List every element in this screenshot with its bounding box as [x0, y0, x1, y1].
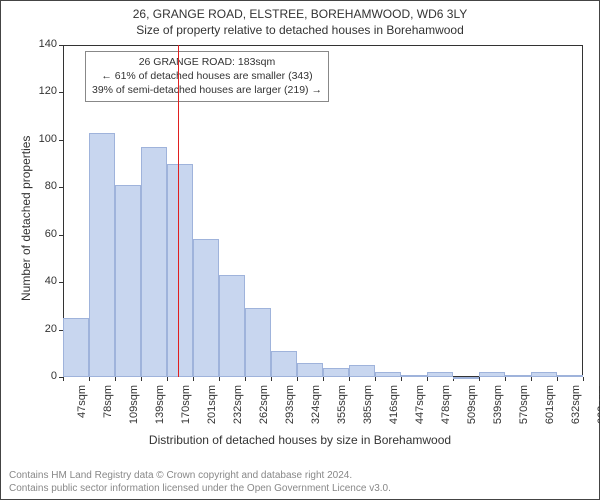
xtick-label: 662sqm — [596, 385, 600, 425]
histogram-bar — [557, 375, 583, 377]
xtick-label: 509sqm — [466, 385, 478, 425]
histogram-bar — [141, 147, 167, 377]
histogram-bar — [401, 375, 427, 377]
ytick-mark — [59, 187, 63, 188]
histogram-bar — [531, 372, 557, 377]
histogram-bar — [505, 375, 531, 377]
xtick-label: 416sqm — [388, 385, 400, 425]
xtick-mark — [401, 377, 402, 381]
footer: Contains HM Land Registry data © Crown c… — [9, 469, 391, 495]
ytick-mark — [59, 282, 63, 283]
histogram-bar — [453, 377, 479, 379]
xtick-label: 139sqm — [154, 385, 166, 425]
xtick-label: 47sqm — [76, 385, 88, 425]
histogram-bar — [63, 318, 89, 377]
xtick-label: 201sqm — [206, 385, 218, 425]
histogram-bar — [245, 308, 271, 377]
chart-subtitle: Size of property relative to detached ho… — [1, 23, 599, 37]
xtick-label: 447sqm — [414, 385, 426, 425]
histogram-bar — [479, 372, 505, 377]
xtick-label: 109sqm — [128, 385, 140, 425]
xtick-mark — [115, 377, 116, 381]
footer-line2: Contains public sector information licen… — [9, 482, 391, 495]
xtick-label: 262sqm — [258, 385, 270, 425]
x-axis-label: Distribution of detached houses by size … — [1, 433, 599, 447]
xtick-mark — [271, 377, 272, 381]
annotation-line3: 39% of semi-detached houses are larger (… — [92, 83, 322, 97]
histogram-bar — [323, 368, 349, 377]
ytick-label: 120 — [27, 85, 57, 97]
ytick-label: 20 — [27, 323, 57, 335]
ytick-mark — [59, 45, 63, 46]
histogram-bar — [89, 133, 115, 377]
ytick-mark — [59, 140, 63, 141]
xtick-mark — [141, 377, 142, 381]
ytick-label: 100 — [27, 133, 57, 145]
annotation-line2: ← 61% of detached houses are smaller (34… — [92, 69, 322, 83]
xtick-mark — [63, 377, 64, 381]
xtick-label: 78sqm — [102, 385, 114, 425]
xtick-mark — [479, 377, 480, 381]
xtick-mark — [193, 377, 194, 381]
ytick-label: 40 — [27, 275, 57, 287]
xtick-label: 601sqm — [544, 385, 556, 425]
ytick-mark — [59, 92, 63, 93]
xtick-mark — [89, 377, 90, 381]
histogram-bar — [349, 365, 375, 377]
histogram-bar — [115, 185, 141, 377]
xtick-label: 632sqm — [570, 385, 582, 425]
ytick-mark — [59, 235, 63, 236]
histogram-bar — [271, 351, 297, 377]
ytick-label: 80 — [27, 180, 57, 192]
histogram-bar — [427, 372, 453, 377]
xtick-label: 293sqm — [284, 385, 296, 425]
xtick-mark — [583, 377, 584, 381]
histogram-bar — [375, 372, 401, 377]
xtick-mark — [323, 377, 324, 381]
xtick-mark — [557, 377, 558, 381]
xtick-label: 385sqm — [362, 385, 374, 425]
annotation-box: 26 GRANGE ROAD: 183sqm ← 61% of detached… — [85, 51, 329, 102]
xtick-mark — [219, 377, 220, 381]
histogram-bar — [297, 363, 323, 377]
xtick-mark — [297, 377, 298, 381]
xtick-label: 478sqm — [440, 385, 452, 425]
xtick-label: 539sqm — [492, 385, 504, 425]
xtick-mark — [427, 377, 428, 381]
xtick-label: 232sqm — [232, 385, 244, 425]
ytick-label: 60 — [27, 228, 57, 240]
ytick-label: 140 — [27, 38, 57, 50]
marker-line — [178, 45, 179, 377]
histogram-bar — [167, 164, 193, 377]
footer-line1: Contains HM Land Registry data © Crown c… — [9, 469, 391, 482]
xtick-label: 324sqm — [310, 385, 322, 425]
xtick-mark — [167, 377, 168, 381]
ytick-label: 0 — [27, 370, 57, 382]
xtick-mark — [245, 377, 246, 381]
chart-title: 26, GRANGE ROAD, ELSTREE, BOREHAMWOOD, W… — [1, 7, 599, 21]
annotation-line1: 26 GRANGE ROAD: 183sqm — [92, 55, 322, 69]
xtick-label: 570sqm — [518, 385, 530, 425]
xtick-mark — [375, 377, 376, 381]
histogram-bar — [193, 239, 219, 377]
xtick-mark — [505, 377, 506, 381]
histogram-bar — [219, 275, 245, 377]
xtick-mark — [349, 377, 350, 381]
xtick-label: 355sqm — [336, 385, 348, 425]
xtick-mark — [531, 377, 532, 381]
xtick-label: 170sqm — [180, 385, 192, 425]
